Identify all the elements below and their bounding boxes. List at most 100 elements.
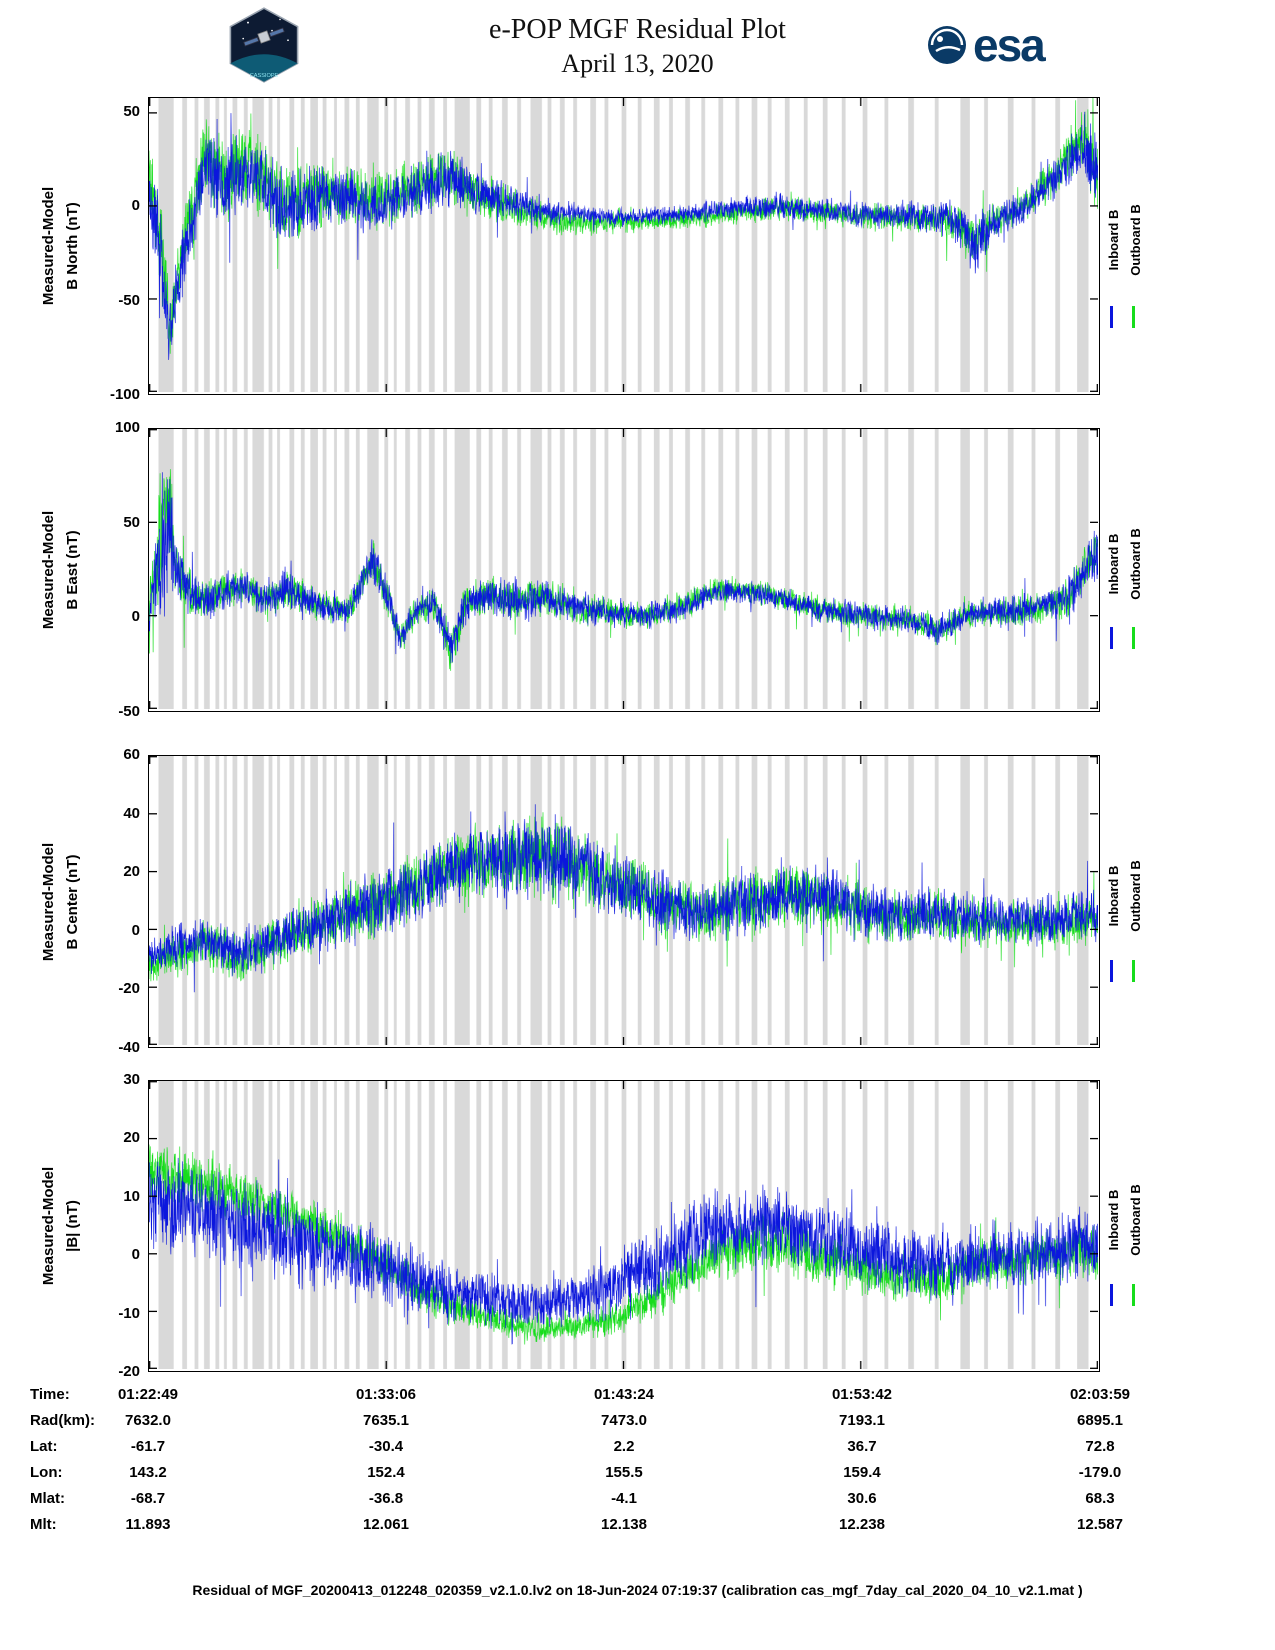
table-row: Mlt: 11.893 12.061 12.138 12.238 12.587 [0, 1516, 1275, 1542]
b-center-plot-canvas [149, 756, 1098, 1045]
y-tick-label: 20 [123, 863, 140, 881]
table-row: Time: 01:22:49 01:33:06 01:43:24 01:53:42 02:… [0, 1386, 1275, 1412]
table-cell: -61.7 [130, 1438, 166, 1455]
table-cell: 01:43:24 [593, 1386, 655, 1403]
y-tick-label: -50 [118, 703, 140, 720]
table-cell: 30.6 [847, 1490, 877, 1507]
y-axis-label-line1: Measured-Model [40, 186, 57, 306]
table-cell: 12.587 [1077, 1516, 1123, 1533]
y-tick-label: -50 [118, 291, 140, 309]
y-tick-label: -100 [109, 386, 140, 403]
y-tick-label: 0 [131, 1246, 140, 1264]
patch-label: CASSIOPE [250, 73, 279, 79]
y-tick-label: 0 [131, 197, 140, 215]
b-east-plot-canvas [149, 429, 1098, 709]
table-cell: 01:53:42 [831, 1386, 893, 1403]
legend-inboard-label: Inboard B [1106, 1189, 1121, 1251]
y-axis-label-line2: B East (nT) [64, 530, 81, 610]
legend-outboard-label: Outboard B [1128, 859, 1143, 932]
row-label: Lon: [30, 1464, 63, 1481]
y-tick-label: 50 [123, 103, 140, 121]
y-axis-label-line2: B Center (nT) [64, 854, 81, 949]
table-cell: 01:33:06 [355, 1386, 417, 1403]
table-row: Lat: -61.7 -30.4 2.2 36.7 72.8 [0, 1438, 1275, 1464]
y-tick-label: 100 [114, 419, 140, 436]
esa-logo-text: esa [973, 19, 1046, 71]
plot-date: April 13, 2020 [561, 49, 714, 78]
table-cell: 36.7 [847, 1438, 877, 1455]
table-cell: -36.8 [368, 1490, 404, 1507]
table-cell: 12.061 [363, 1516, 409, 1533]
b-north-plot-canvas [149, 98, 1098, 392]
panel-b-north: Measured-Model B North (nT) 50 0 -50 -100 Inbo… [0, 97, 1275, 403]
header: CASSIOPE e-POP MGF Residual Plot April 1… [0, 0, 1275, 96]
y-tick-label: -10 [118, 1304, 140, 1322]
table-cell: 02:03:59 [1069, 1386, 1131, 1403]
row-label: Mlat: [30, 1490, 65, 1507]
table-cell: 7473.0 [601, 1412, 647, 1429]
y-tick-label: 0 [131, 608, 140, 626]
legend-inboard-line-sample [1110, 626, 1113, 649]
table-cell: -4.1 [611, 1490, 637, 1507]
legend-inboard-line-sample [1110, 1284, 1113, 1307]
y-tick-label: 60 [123, 746, 140, 763]
table-cell: -30.4 [368, 1438, 404, 1455]
cassiope-mission-patch: CASSIOPE [229, 7, 299, 83]
esa-logo: esa [926, 19, 1046, 71]
legend-outboard-line-sample [1132, 626, 1135, 649]
table-cell: 11.893 [125, 1516, 171, 1533]
row-label: Time: [30, 1386, 70, 1403]
table-cell: 143.2 [129, 1464, 167, 1481]
y-tick-label: 20 [123, 1129, 140, 1147]
y-axis-label-line1: Measured-Model [40, 510, 57, 630]
legend-inboard-line-sample [1110, 960, 1113, 983]
legend-inboard-line-sample [1110, 305, 1113, 328]
table-cell: 2.2 [613, 1438, 635, 1455]
legend-inboard-label: Inboard B [1106, 209, 1121, 271]
table-cell: 159.4 [843, 1464, 881, 1481]
legend-outboard-line-sample [1132, 960, 1135, 983]
table-cell: 7635.1 [363, 1412, 409, 1429]
table-cell: 7193.1 [839, 1412, 885, 1429]
table-cell: 152.4 [367, 1464, 405, 1481]
panel-b-east: Measured-Model B East (nT) 100 50 0 -50 Inboar… [0, 419, 1275, 720]
table-row: Lon: 143.2 152.4 155.5 159.4 -179.0 [0, 1464, 1275, 1490]
table-cell: 6895.1 [1077, 1412, 1123, 1429]
table-cell: 12.138 [601, 1516, 647, 1533]
table-cell: -68.7 [130, 1490, 166, 1507]
footer-text: Residual of MGF_20200413_012248_020359_v… [192, 1582, 1083, 1598]
table-cell: 68.3 [1085, 1490, 1115, 1507]
row-label: Mlt: [30, 1516, 57, 1533]
patch-earth [230, 54, 298, 82]
ephemeris-table: Time: 01:22:49 01:33:06 01:43:24 01:53:42 02:… [0, 1386, 1275, 1542]
y-axis-label-line1: Measured-Model [40, 842, 57, 961]
row-label: Rad(km): [30, 1412, 96, 1429]
esa-globe-icon [928, 26, 966, 64]
table-cell: -179.0 [1078, 1464, 1122, 1481]
legend-outboard-label: Outboard B [1128, 528, 1143, 601]
plot-title: e-POP MGF Residual Plot [489, 14, 786, 45]
y-tick-label: -20 [118, 980, 140, 998]
b-magnitude-plot-box [148, 1080, 1100, 1372]
patch-satellite-icon [243, 27, 285, 47]
table-cell: 01:22:49 [117, 1386, 179, 1403]
y-axis-label-line2: |B| (nT) [64, 1200, 81, 1252]
y-tick-label: -40 [118, 1039, 140, 1056]
row-label: Lat: [30, 1438, 58, 1455]
b-north-plot-box [148, 97, 1100, 395]
table-cell: 7632.0 [125, 1412, 171, 1429]
y-tick-label: 0 [131, 921, 140, 939]
table-cell: 72.8 [1085, 1438, 1115, 1455]
y-tick-label: 10 [123, 1187, 140, 1205]
b-east-plot-box [148, 428, 1100, 712]
legend-inboard-label: Inboard B [1106, 865, 1121, 926]
legend-outboard-line-sample [1132, 305, 1135, 328]
legend-outboard-label: Outboard B [1128, 204, 1143, 276]
y-tick-label: 30 [123, 1071, 140, 1088]
y-tick-label: 40 [123, 804, 140, 822]
y-tick-label: 50 [123, 513, 140, 531]
b-center-plot-box [148, 755, 1100, 1048]
panel-b-magnitude: Measured-Model |B| (nT) 30 20 10 0 -10 -20 Inboa… [0, 1071, 1275, 1380]
table-row: Mlat: -68.7 -36.8 -4.1 30.6 68.3 [0, 1490, 1275, 1516]
